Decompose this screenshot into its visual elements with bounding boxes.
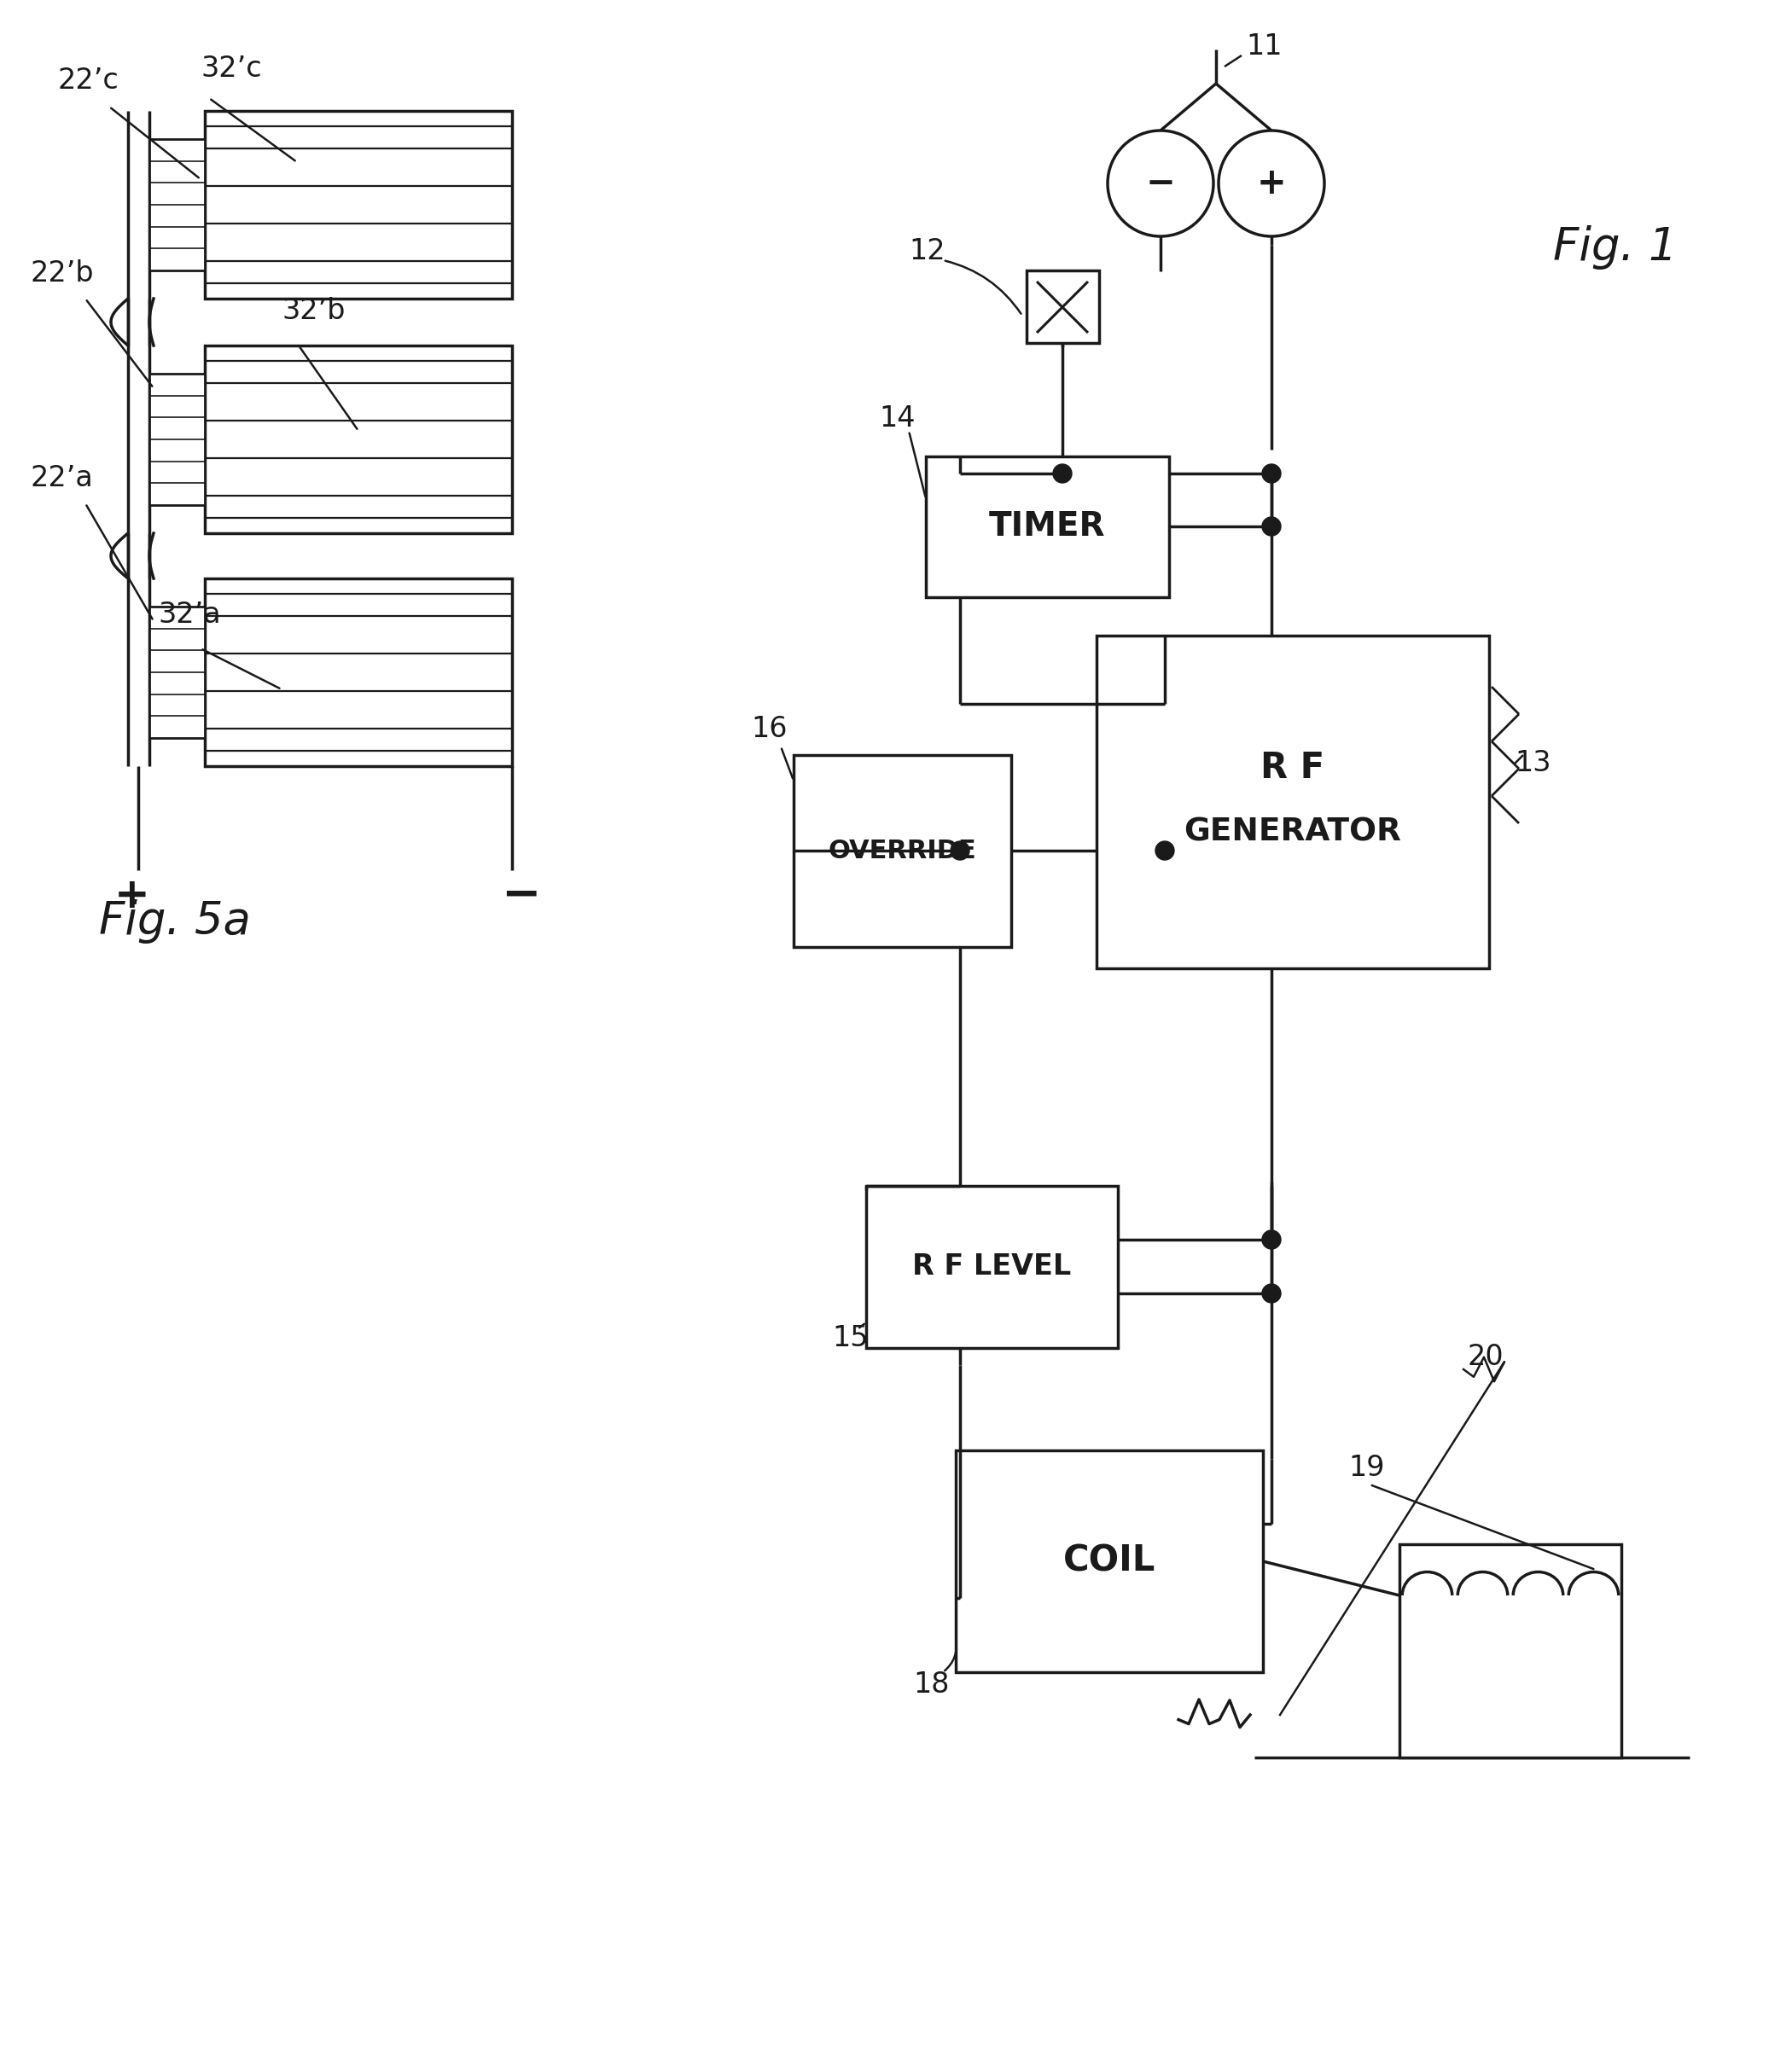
- Text: 11: 11: [1245, 33, 1281, 62]
- Circle shape: [950, 841, 969, 859]
- Text: −: −: [500, 874, 541, 919]
- Bar: [1400, 1544, 1622, 1758]
- Circle shape: [1107, 131, 1213, 236]
- Text: 32’c: 32’c: [201, 53, 262, 82]
- Text: 22’b: 22’b: [30, 258, 93, 287]
- Circle shape: [1262, 1284, 1281, 1302]
- Circle shape: [1219, 131, 1324, 236]
- Text: R F LEVEL: R F LEVEL: [912, 1253, 1072, 1282]
- Text: Fig. 1: Fig. 1: [1554, 226, 1677, 269]
- Text: 19: 19: [1348, 1454, 1385, 1481]
- Text: 22’c: 22’c: [57, 68, 120, 94]
- Bar: [204, 345, 513, 533]
- Text: 32’b: 32’b: [281, 297, 346, 326]
- Circle shape: [1054, 464, 1072, 482]
- Text: 20: 20: [1468, 1343, 1503, 1370]
- Text: 15: 15: [831, 1323, 869, 1352]
- Text: TIMER: TIMER: [989, 511, 1106, 544]
- Text: 14: 14: [878, 404, 916, 433]
- Circle shape: [1262, 464, 1281, 482]
- Text: COIL: COIL: [1063, 1542, 1156, 1579]
- Text: GENERATOR: GENERATOR: [1185, 816, 1401, 847]
- Text: +: +: [1256, 166, 1287, 201]
- Circle shape: [1262, 517, 1281, 535]
- Text: OVERRIDE: OVERRIDE: [828, 839, 977, 863]
- Circle shape: [1156, 841, 1174, 859]
- Text: 16: 16: [751, 716, 787, 745]
- Bar: [204, 578, 513, 767]
- Bar: [204, 111, 513, 299]
- Bar: [794, 755, 1011, 948]
- Text: 12: 12: [909, 238, 944, 267]
- Bar: [1097, 636, 1489, 968]
- Bar: [149, 139, 204, 271]
- Bar: [866, 1185, 1118, 1348]
- Text: Fig. 5a: Fig. 5a: [99, 898, 251, 943]
- Text: R F: R F: [1262, 751, 1324, 786]
- Bar: [149, 607, 204, 738]
- Bar: [1027, 271, 1098, 343]
- Text: +: +: [115, 876, 151, 917]
- Text: 22’a: 22’a: [30, 464, 93, 492]
- Text: 32’a: 32’a: [158, 601, 220, 628]
- Bar: [926, 457, 1168, 597]
- Bar: [955, 1450, 1263, 1672]
- Text: 18: 18: [914, 1672, 950, 1698]
- Circle shape: [1262, 1231, 1281, 1249]
- Text: −: −: [1145, 166, 1176, 201]
- Text: 13: 13: [1514, 749, 1550, 777]
- Bar: [149, 373, 204, 505]
